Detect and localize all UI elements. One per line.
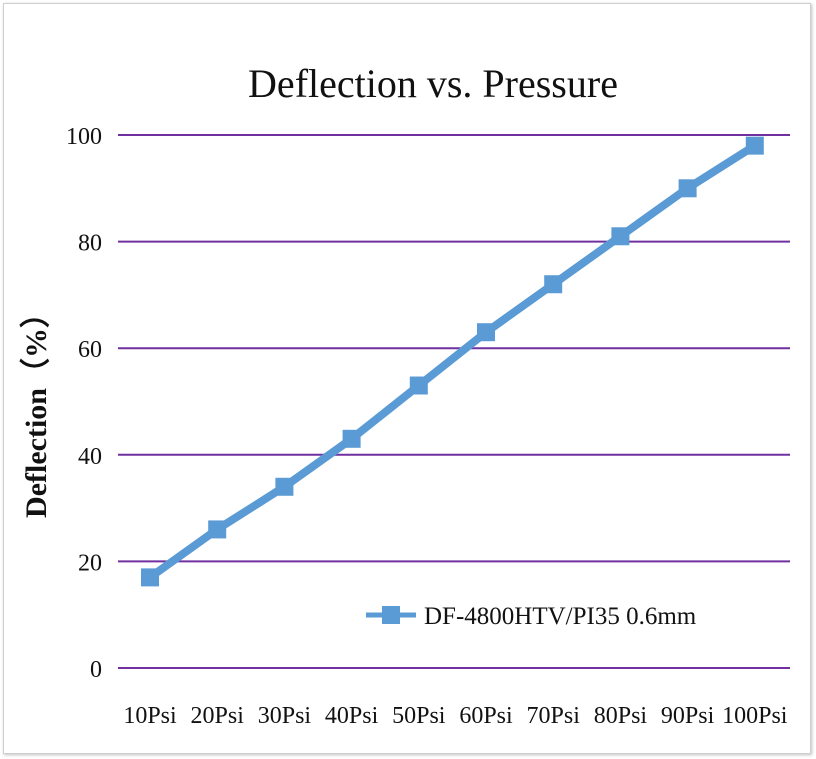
x-tick-label: 60Psi [459,703,513,729]
series-layer [141,136,764,587]
y-tick-label: 20 [78,550,102,576]
x-tick-label: 90Psi [661,703,715,729]
y-tick-label: 80 [78,231,102,257]
y-tick-label: 0 [90,657,102,683]
series-line [146,141,759,582]
y-tick-labels: 0 20 40 60 80 100 [66,124,102,683]
y-tick-label: 60 [78,337,102,363]
y-tick-label: 100 [66,124,102,150]
y-axis-label: Deflection（%） [19,298,53,518]
data-point-marker [275,477,294,496]
x-tick-label: 20Psi [191,703,245,729]
legend-marker-swatch [382,606,400,624]
data-point-marker [409,376,428,395]
data-point-marker [141,568,159,587]
data-point-marker [477,323,495,342]
data-point-marker [611,227,630,246]
data-point-marker [342,429,361,448]
x-tick-label: 80Psi [594,703,648,729]
legend-label: DF-4800HTV/PI35 0.6mm [424,603,697,630]
chart-frame [3,3,811,754]
data-point-marker [678,179,697,198]
x-tick-label: 40Psi [325,703,379,729]
data-point-marker [208,520,227,539]
x-tick-label: 10Psi [123,703,177,729]
x-tick-label: 50Psi [392,703,446,729]
gridlines [118,134,790,669]
chart-title: Deflection vs. Pressure [248,61,618,106]
legend: DF-4800HTV/PI35 0.6mm [366,603,697,630]
x-tick-label: 100Psi [722,703,788,729]
x-tick-label: 70Psi [527,703,581,729]
y-tick-label: 40 [78,444,102,470]
data-point-marker [544,275,563,294]
x-tick-labels: 10Psi 20Psi 30Psi 40Psi 50Psi 60Psi 70Psi 80Psi… [123,703,787,729]
x-tick-label: 30Psi [258,703,312,729]
data-point-marker [745,136,764,155]
